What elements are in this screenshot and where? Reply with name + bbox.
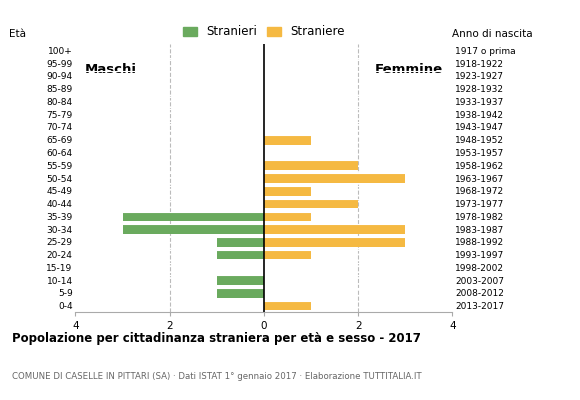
Bar bbox=[264, 160, 358, 170]
Text: Femmine: Femmine bbox=[375, 63, 443, 76]
Bar bbox=[264, 250, 311, 259]
Text: Anno di nascita: Anno di nascita bbox=[452, 29, 533, 39]
Bar bbox=[264, 224, 405, 234]
Bar bbox=[264, 173, 405, 183]
Legend: Stranieri, Straniere: Stranieri, Straniere bbox=[178, 20, 350, 43]
Bar bbox=[264, 135, 311, 144]
Text: Maschi: Maschi bbox=[85, 63, 137, 76]
Text: COMUNE DI CASELLE IN PITTARI (SA) · Dati ISTAT 1° gennaio 2017 · Elaborazione TU: COMUNE DI CASELLE IN PITTARI (SA) · Dati… bbox=[12, 372, 421, 381]
Bar bbox=[264, 186, 311, 196]
Bar bbox=[217, 275, 264, 285]
Bar bbox=[264, 301, 311, 310]
Bar bbox=[122, 224, 264, 234]
Bar bbox=[217, 288, 264, 298]
Bar bbox=[264, 212, 311, 221]
Bar bbox=[264, 199, 358, 208]
Bar bbox=[217, 237, 264, 246]
Text: Età: Età bbox=[9, 29, 27, 39]
Bar bbox=[217, 250, 264, 259]
Bar bbox=[264, 237, 405, 246]
Bar bbox=[122, 212, 264, 221]
Text: Popolazione per cittadinanza straniera per età e sesso - 2017: Popolazione per cittadinanza straniera p… bbox=[12, 332, 420, 345]
